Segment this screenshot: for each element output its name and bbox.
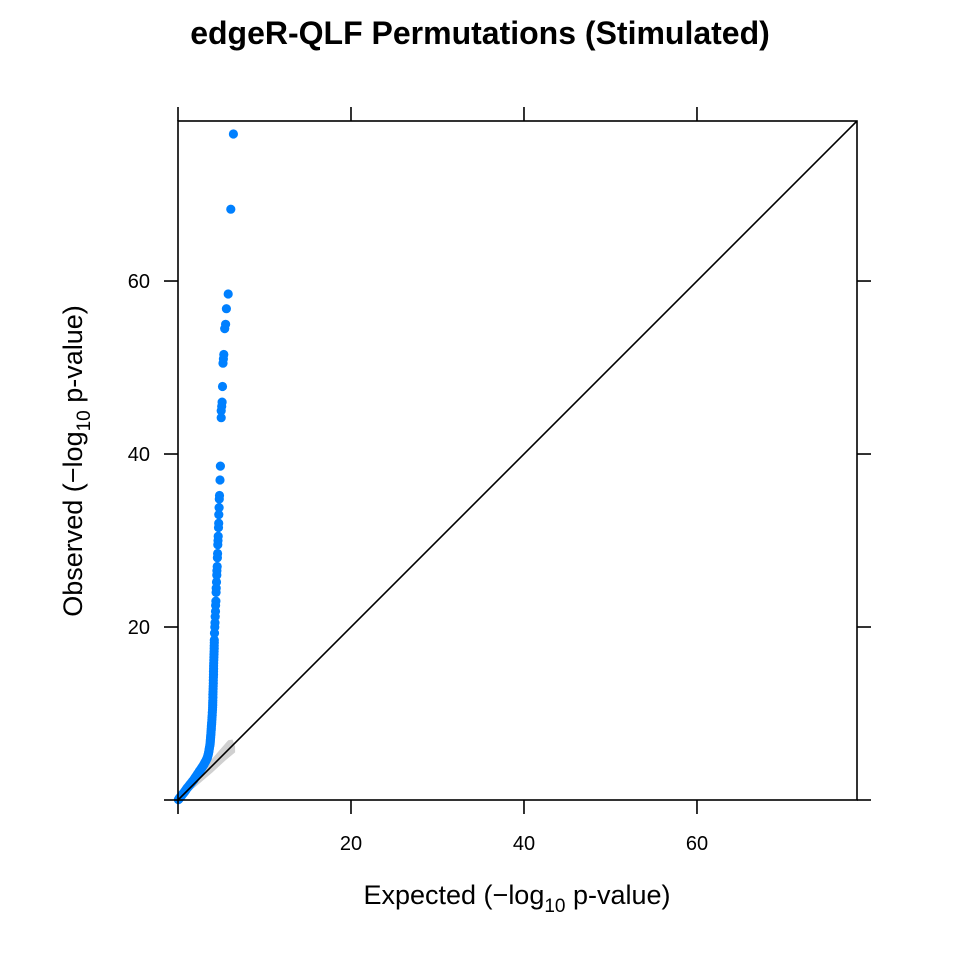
reference-line-layer — [177, 120, 858, 801]
y-axis-label-log: log — [58, 431, 88, 467]
x-axis-label-post: p-value) — [565, 880, 670, 910]
data-point — [218, 358, 228, 368]
x-axis-label-minus: − — [493, 880, 509, 910]
chart-title: edgeR-QLF Permutations (Stimulated) — [190, 15, 770, 51]
data-point — [209, 628, 220, 638]
y-axis-label-post: p-value) — [58, 305, 88, 410]
y-axis-label-minus: − — [58, 467, 88, 483]
y-axis-label-pre: Observed ( — [58, 483, 88, 617]
y-tick-label: 60 — [128, 271, 150, 293]
y-axis-label-base: 10 — [74, 410, 95, 431]
data-point — [211, 587, 221, 598]
y-tick-label: 40 — [128, 444, 150, 466]
data-point — [209, 635, 219, 645]
reference-line — [177, 120, 858, 801]
data-point — [220, 324, 230, 334]
data-point — [217, 381, 228, 392]
data-point — [226, 204, 236, 214]
data-point — [213, 522, 224, 533]
x-axis-label-pre: Expected ( — [363, 880, 492, 910]
x-tick-label: 20 — [340, 833, 362, 855]
data-point — [214, 509, 224, 520]
data-point — [216, 406, 226, 416]
data-point — [216, 413, 226, 423]
data-point — [213, 540, 223, 550]
plot-frame — [177, 120, 858, 801]
axis-ticks-layer: 20 40 60 20 40 60 — [128, 107, 871, 855]
data-point — [212, 553, 222, 563]
data-point — [214, 494, 224, 504]
x-axis-label-base: 10 — [544, 896, 565, 917]
data-point — [215, 475, 225, 485]
data-point — [223, 289, 233, 299]
x-tick-label: 40 — [513, 833, 535, 855]
data-point — [214, 503, 224, 513]
x-tick-label: 60 — [686, 833, 708, 855]
y-tick-label: 20 — [128, 617, 150, 639]
x-axis-label: Expected (−log10 p-value) — [363, 880, 670, 917]
y-axis-label: Observed (−log10 p-value) — [58, 305, 95, 617]
data-point — [212, 570, 222, 580]
data-points-layer — [173, 129, 238, 805]
x-axis-label-log: log — [508, 880, 544, 910]
data-point — [221, 304, 231, 314]
data-point — [228, 129, 238, 139]
data-point — [215, 461, 225, 471]
